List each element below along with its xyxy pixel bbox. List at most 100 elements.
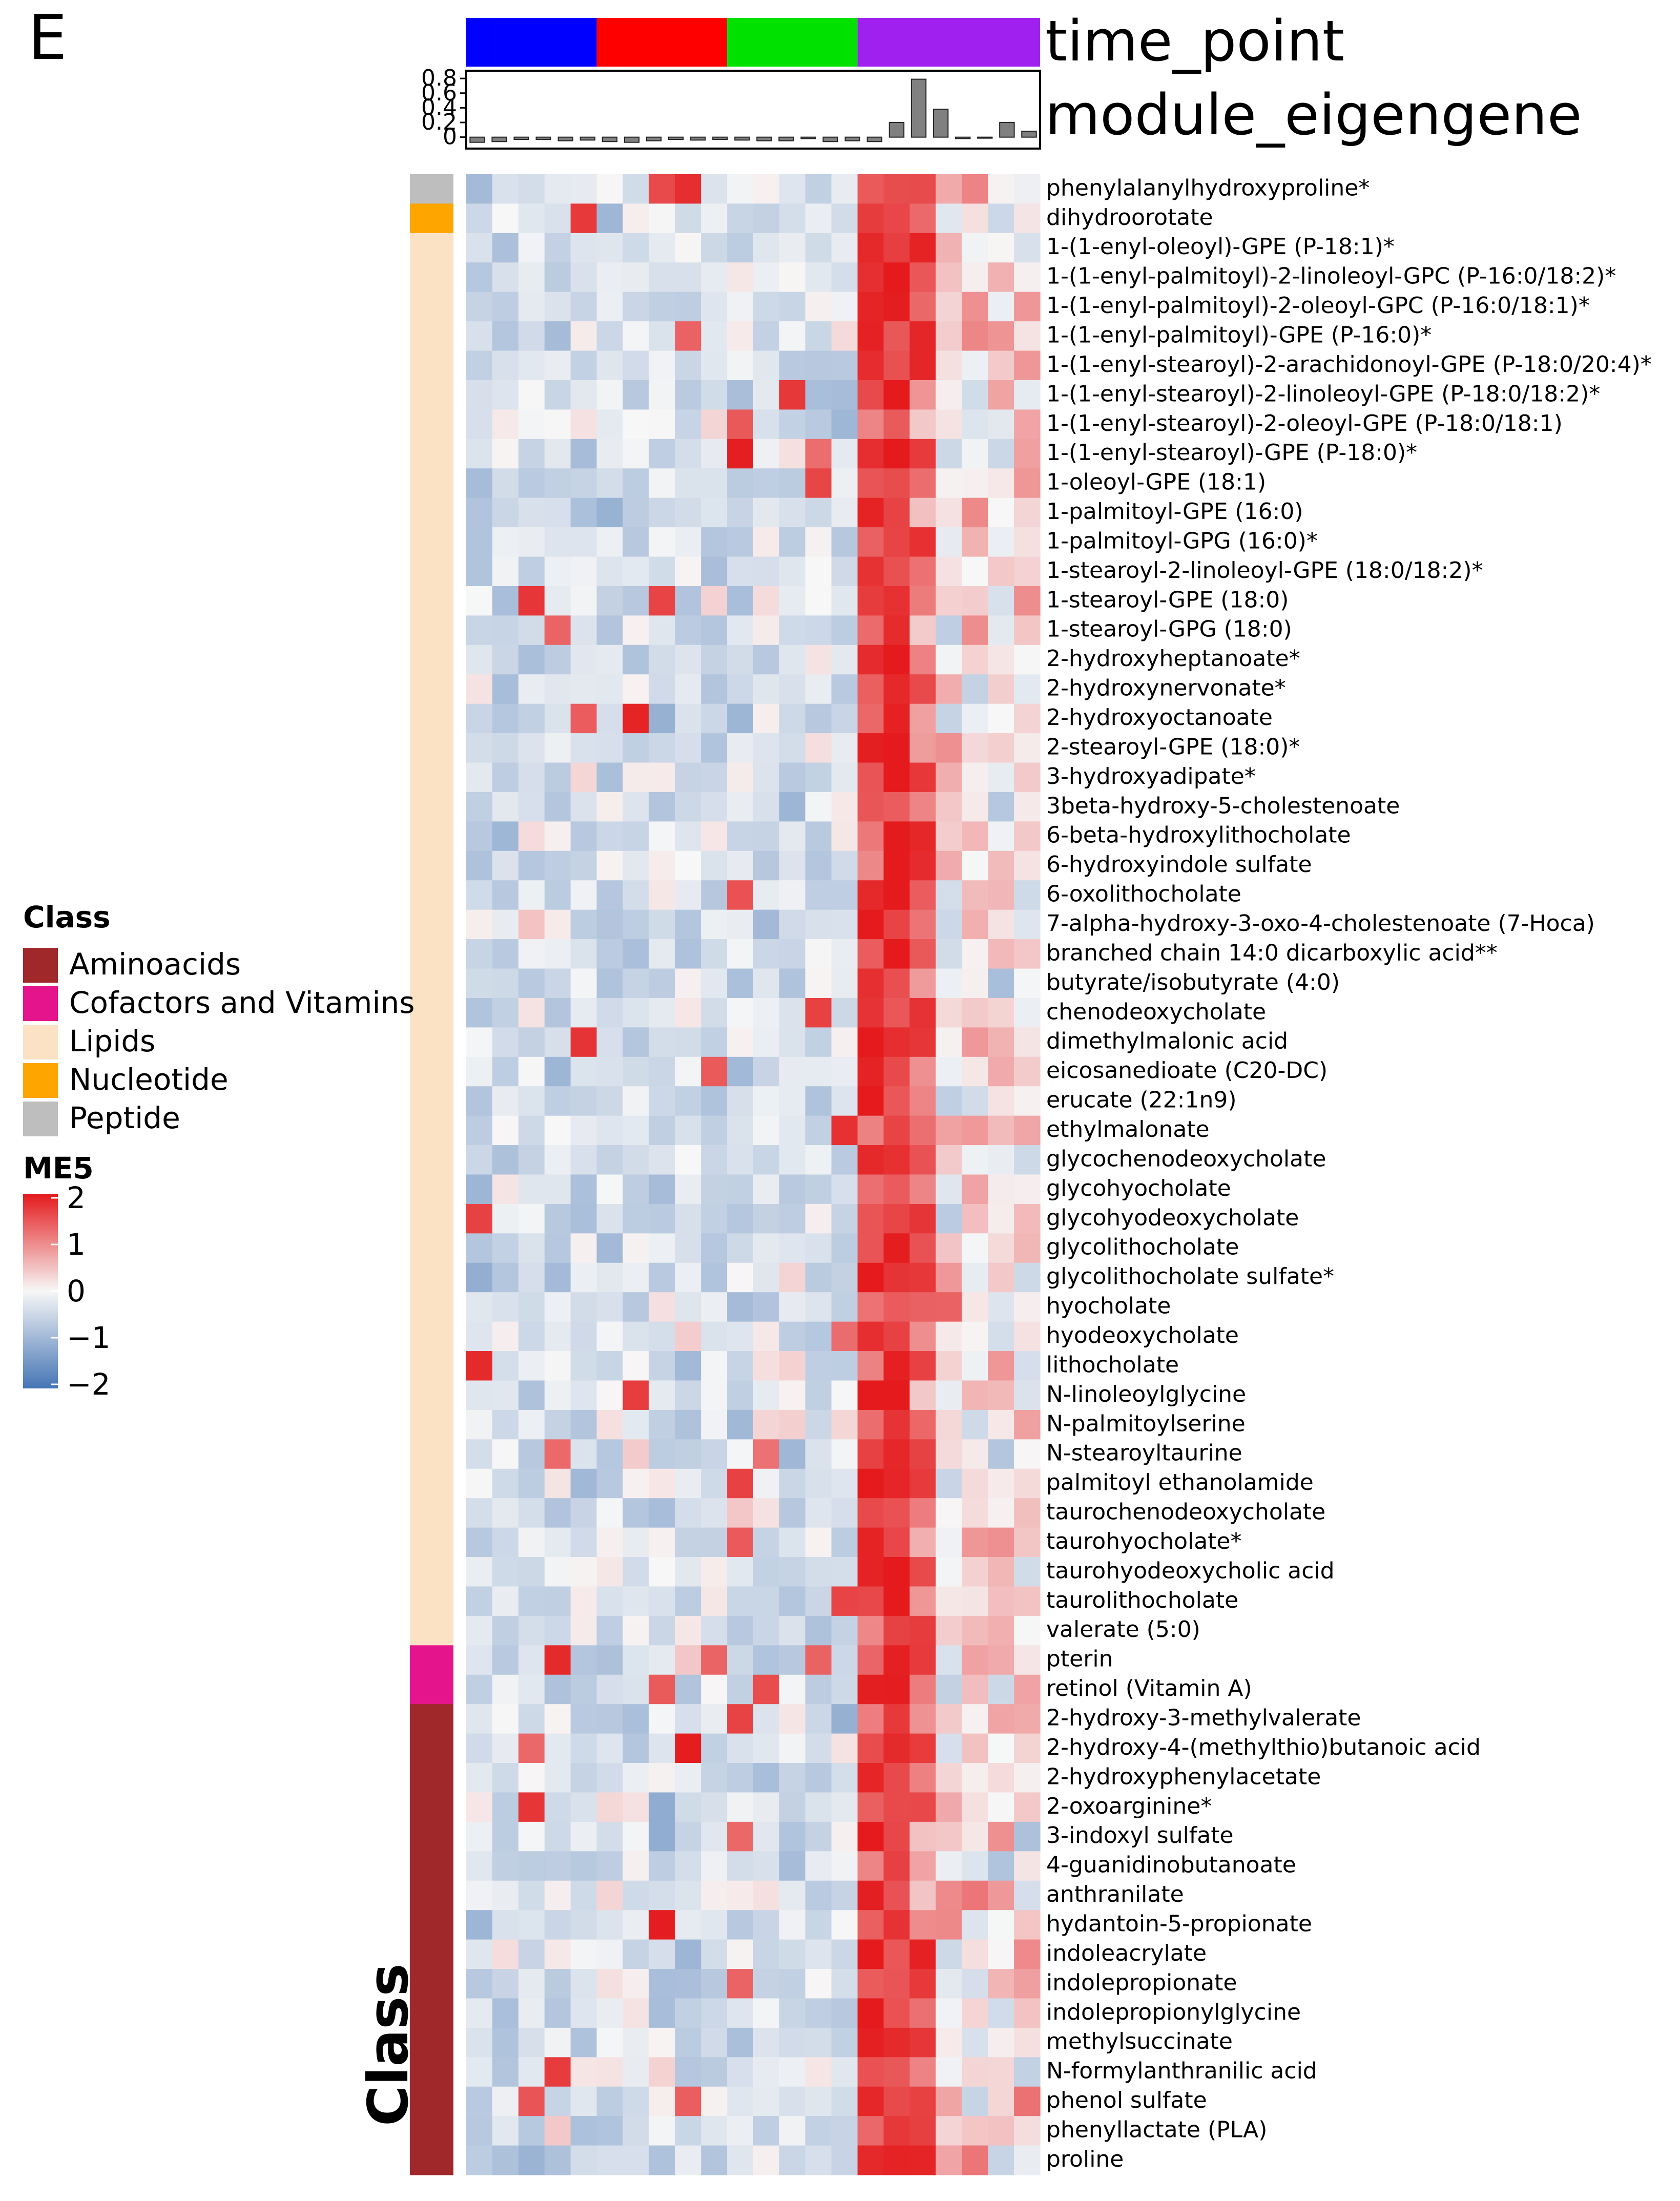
row-label: indolepropionate: [1046, 1969, 1237, 1996]
heatmap-cell: [544, 262, 571, 293]
heatmap-cell: [518, 1468, 545, 1499]
heatmap-cell: [753, 2086, 780, 2116]
heatmap-cell: [831, 350, 858, 381]
heatmap-cell: [1014, 1821, 1041, 1852]
heatmap-cell: [831, 645, 858, 675]
heatmap-cell: [596, 645, 624, 675]
heatmap-cell: [518, 1939, 545, 1969]
heatmap-cell: [831, 1821, 858, 1852]
heatmap-cell: [492, 909, 519, 940]
heatmap-cell: [518, 1527, 545, 1558]
row-label: 2-oxoarginine*: [1046, 1793, 1212, 1819]
heatmap-cell: [649, 703, 675, 734]
heatmap-cell: [727, 674, 754, 704]
row-label: indoleacrylate: [1046, 1940, 1207, 1966]
class-cell: [410, 1645, 453, 1675]
heatmap-cell: [779, 203, 806, 234]
class-cell: [410, 1586, 453, 1616]
heatmap-cell: [596, 174, 624, 204]
heatmap-cell: [596, 2086, 624, 2116]
heatmap-cell: [518, 703, 545, 734]
heatmap-cell: [962, 497, 988, 528]
heatmap-cell: [936, 174, 962, 204]
heatmap-cell: [570, 1674, 597, 1705]
heatmap-cell: [570, 1468, 597, 1499]
heatmap-cell: [727, 1615, 754, 1646]
heatmap-cell: [805, 792, 832, 822]
heatmap-cell: [570, 1292, 597, 1322]
eigengene-tick-label: 0: [443, 124, 457, 150]
heatmap-cell: [857, 292, 884, 322]
heatmap-cell: [492, 2116, 519, 2146]
heatmap-cell: [623, 1086, 649, 1116]
heatmap-cell: [596, 1056, 624, 1087]
heatmap-cell: [570, 968, 597, 999]
heatmap-cell: [857, 350, 884, 381]
heatmap-cell: [649, 1351, 675, 1381]
heatmap-cell: [649, 527, 675, 557]
heatmap-cell: [857, 1615, 884, 1646]
heatmap-cell: [883, 1498, 910, 1528]
heatmap-cell: [675, 1468, 701, 1499]
heatmap-cell: [805, 1763, 832, 1793]
heatmap-cell: [988, 1969, 1014, 1999]
heatmap-cell: [962, 850, 988, 881]
heatmap-cell: [779, 1969, 806, 1999]
heatmap-cell: [701, 2027, 728, 2058]
eigengene-bar: [977, 136, 993, 139]
heatmap-cell: [570, 1498, 597, 1528]
heatmap-cell: [805, 233, 832, 263]
heatmap-cell: [701, 1615, 728, 1646]
heatmap-cell: [570, 233, 597, 263]
heatmap-cell: [727, 645, 754, 675]
heatmap-cell: [466, 1203, 493, 1234]
heatmap-cell: [936, 733, 962, 763]
heatmap-cell: [623, 1792, 649, 1822]
heatmap-cell: [466, 1380, 493, 1410]
heatmap-cell: [596, 409, 624, 440]
heatmap-cell: [1014, 2145, 1041, 2175]
heatmap-cell: [883, 1351, 910, 1381]
row-label: 6-hydroxyindole sulfate: [1046, 852, 1312, 878]
heatmap-cell: [962, 1498, 988, 1528]
heatmap-cell: [570, 1586, 597, 1616]
heatmap-cell: [623, 1468, 649, 1499]
heatmap-cell: [675, 262, 701, 293]
heatmap-cell: [727, 1292, 754, 1322]
heatmap-cell: [518, 1998, 545, 2028]
heatmap-cell: [544, 292, 571, 322]
heatmap-cell: [544, 2027, 571, 2058]
heatmap-cell: [753, 1998, 780, 2028]
heatmap-cell: [857, 674, 884, 704]
heatmap-cell: [466, 1792, 493, 1822]
heatmap-cell: [962, 439, 988, 469]
heatmap-cell: [596, 1645, 624, 1675]
class-cell: [410, 1615, 453, 1646]
heatmap-cell: [701, 1292, 728, 1322]
row-label: 1-oleoyl-GPE (18:1): [1046, 469, 1266, 495]
heatmap-cell: [936, 1998, 962, 2028]
heatmap-cell: [883, 1174, 910, 1205]
heatmap-cell: [675, 1174, 701, 1205]
heatmap-cell: [988, 262, 1014, 293]
heatmap-cell: [518, 1086, 545, 1116]
heatmap-cell: [831, 1851, 858, 1881]
heatmap-cell: [570, 998, 597, 1028]
heatmap-cell: [649, 1733, 675, 1763]
heatmap-cell: [649, 1233, 675, 1263]
heatmap-cell: [805, 762, 832, 793]
heatmap-cell: [805, 645, 832, 675]
heatmap-cell: [936, 909, 962, 940]
heatmap-cell: [857, 2027, 884, 2058]
heatmap-cell: [727, 1763, 754, 1793]
heatmap-cell: [988, 1262, 1014, 1293]
heatmap-cell: [649, 1910, 675, 1940]
heatmap-cell: [805, 203, 832, 234]
heatmap-cell: [492, 1792, 519, 1822]
heatmap-cell: [988, 1763, 1014, 1793]
heatmap-cell: [675, 1498, 701, 1528]
heatmap-cell: [753, 321, 780, 351]
heatmap-cell: [909, 1380, 936, 1410]
heatmap-cell: [936, 1233, 962, 1263]
heatmap-cell: [831, 2027, 858, 2058]
